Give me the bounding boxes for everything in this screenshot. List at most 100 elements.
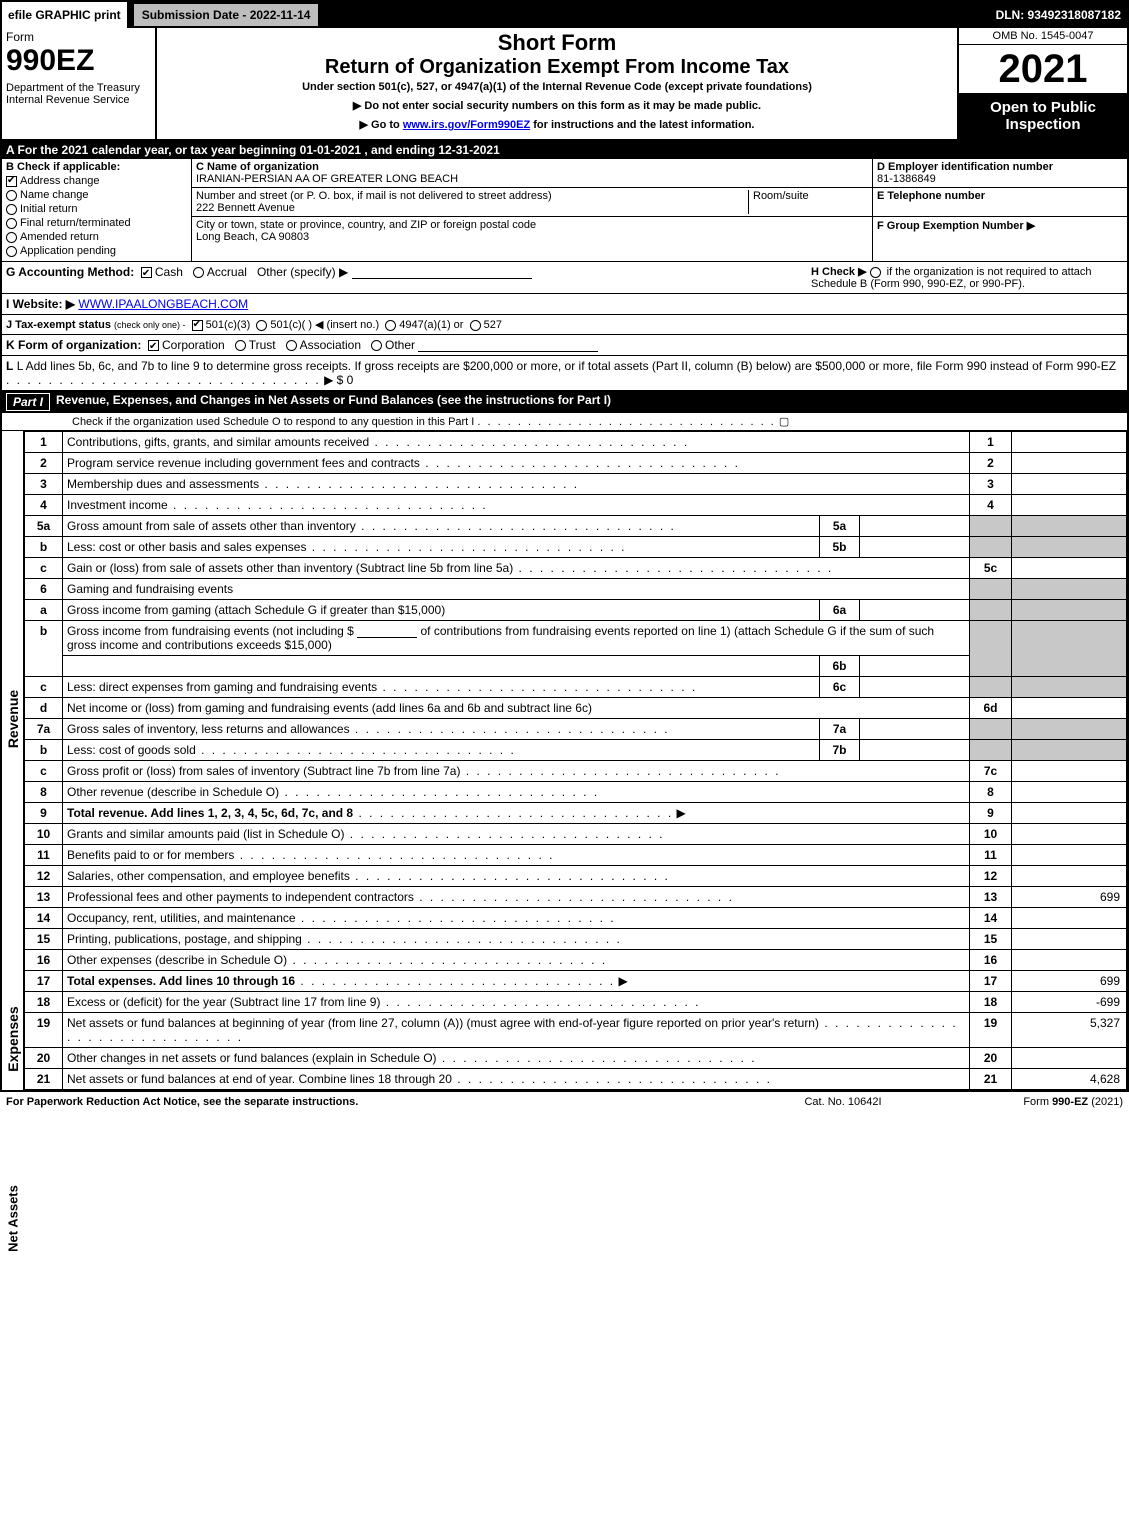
city-val: Long Beach, CA 90803 — [196, 231, 309, 243]
row-g: G Accounting Method: Cash Accrual Other … — [6, 265, 803, 279]
irs-link[interactable]: www.irs.gov/Form990EZ — [403, 119, 530, 131]
row-h: H Check ▶ if the organization is not req… — [803, 265, 1123, 290]
radio-icon — [6, 246, 17, 257]
radio-icon — [470, 320, 481, 331]
table-row: 11Benefits paid to or for members11 — [25, 845, 1127, 866]
omb-number: OMB No. 1545-0047 — [959, 28, 1127, 45]
table-row: cGain or (loss) from sale of assets othe… — [25, 558, 1127, 579]
table-row: bLess: cost or other basis and sales exp… — [25, 537, 1127, 558]
row-k: K Form of organization: Corporation Trus… — [2, 335, 1127, 356]
side-netassets: Net Assets — [5, 1185, 20, 1252]
table-row: 14Occupancy, rent, utilities, and mainte… — [25, 908, 1127, 929]
table-row: 7aGross sales of inventory, less returns… — [25, 719, 1127, 740]
table-row: 18Excess or (deficit) for the year (Subt… — [25, 992, 1127, 1013]
col-b: B Check if applicable: Address change Na… — [2, 159, 192, 261]
radio-icon — [371, 340, 382, 351]
table-row: 8Other revenue (describe in Schedule O)8 — [25, 782, 1127, 803]
open-to-public: Open to Public Inspection — [959, 93, 1127, 139]
radio-icon — [6, 204, 17, 215]
dln: DLN: 93492318087182 — [996, 8, 1127, 22]
part-number: Part I — [6, 393, 50, 411]
website-link[interactable]: WWW.IPAALONGBEACH.COM — [78, 297, 248, 311]
warning-goto: ▶ Go to www.irs.gov/Form990EZ for instru… — [163, 118, 951, 131]
table-row: 4Investment income4 — [25, 495, 1127, 516]
room-hdr: Room/suite — [753, 190, 809, 202]
radio-icon — [256, 320, 267, 331]
table-row: 6Gaming and fundraising events — [25, 579, 1127, 600]
other-org-field[interactable] — [418, 338, 598, 352]
block-b-through-f: B Check if applicable: Address change Na… — [2, 159, 1127, 262]
topbar: efile GRAPHIC print Submission Date - 20… — [2, 2, 1127, 28]
table-row: 19Net assets or fund balances at beginni… — [25, 1013, 1127, 1048]
dept-label: Department of the Treasury Internal Reve… — [6, 82, 151, 106]
table-row: 15Printing, publications, postage, and s… — [25, 929, 1127, 950]
chk-name-change[interactable]: Name change — [6, 189, 187, 201]
chk-final-return[interactable]: Final return/terminated — [6, 217, 187, 229]
checkbox-icon — [148, 340, 159, 351]
footer-right: Form 990-EZ (2021) — [943, 1096, 1123, 1108]
form-990ez-page: efile GRAPHIC print Submission Date - 20… — [0, 0, 1129, 1092]
row-l: L L Add lines 5b, 6c, and 7b to line 9 t… — [2, 356, 1127, 391]
col-d-e-f: D Employer identification number 81-1386… — [872, 159, 1127, 261]
radio-icon — [6, 232, 17, 243]
part-i-header: Part I Revenue, Expenses, and Changes in… — [2, 391, 1127, 413]
radio-icon[interactable] — [870, 267, 881, 278]
lines-container: 1Contributions, gifts, grants, and simil… — [24, 431, 1127, 1090]
checkbox-icon — [6, 176, 17, 187]
side-revenue: Revenue — [5, 690, 21, 748]
table-row: dNet income or (loss) from gaming and fu… — [25, 698, 1127, 719]
submission-date: Submission Date - 2022-11-14 — [133, 3, 320, 27]
table-row: 13Professional fees and other payments t… — [25, 887, 1127, 908]
radio-icon — [6, 190, 17, 201]
table-row: cGross profit or (loss) from sales of in… — [25, 761, 1127, 782]
b-header: B Check if applicable: — [6, 161, 187, 173]
title-undersection: Under section 501(c), 527, or 4947(a)(1)… — [163, 81, 951, 93]
chk-initial-return[interactable]: Initial return — [6, 203, 187, 215]
c-city-row: City or town, state or province, country… — [192, 217, 872, 245]
table-row: 5aGross amount from sale of assets other… — [25, 516, 1127, 537]
part-title: Revenue, Expenses, and Changes in Net As… — [56, 393, 1123, 411]
table-row: 21Net assets or fund balances at end of … — [25, 1069, 1127, 1090]
header-center: Short Form Return of Organization Exempt… — [157, 28, 957, 139]
chk-amended[interactable]: Amended return — [6, 231, 187, 243]
c-name-row: C Name of organization IRANIAN-PERSIAN A… — [192, 159, 872, 188]
table-row: 20Other changes in net assets or fund ba… — [25, 1048, 1127, 1069]
table-row: 10Grants and similar amounts paid (list … — [25, 824, 1127, 845]
side-labels: Revenue Expenses Net Assets — [2, 431, 24, 1090]
lines-table: 1Contributions, gifts, grants, and simil… — [24, 431, 1127, 1090]
chk-address-change[interactable]: Address change — [6, 175, 187, 187]
row-g-h: G Accounting Method: Cash Accrual Other … — [2, 262, 1127, 294]
page-footer: For Paperwork Reduction Act Notice, see … — [0, 1092, 1129, 1112]
footer-catno: Cat. No. 10642I — [743, 1096, 943, 1108]
c-addr-row: Number and street (or P. O. box, if mail… — [192, 188, 872, 217]
radio-icon — [235, 340, 246, 351]
table-row: 9Total revenue. Add lines 1, 2, 3, 4, 5c… — [25, 803, 1127, 824]
header-left: Form 990EZ Department of the Treasury In… — [2, 28, 157, 139]
side-expenses: Expenses — [5, 1006, 21, 1071]
table-row: 16Other expenses (describe in Schedule O… — [25, 950, 1127, 971]
checkbox-icon — [141, 267, 152, 278]
title-short-form: Short Form — [163, 30, 951, 56]
other-specify-field[interactable] — [352, 265, 532, 279]
table-row: 12Salaries, other compensation, and empl… — [25, 866, 1127, 887]
row-j: J Tax-exempt status (check only one) - 5… — [2, 315, 1127, 335]
e-phone: E Telephone number — [873, 188, 1127, 217]
title-return: Return of Organization Exempt From Incom… — [163, 56, 951, 79]
table-row: 6b — [25, 656, 1127, 677]
tax-year: 2021 — [959, 45, 1127, 93]
part-i-body: Revenue Expenses Net Assets 1Contributio… — [2, 431, 1127, 1090]
radio-icon — [6, 218, 17, 229]
col-c: C Name of organization IRANIAN-PERSIAN A… — [192, 159, 872, 261]
radio-icon — [286, 340, 297, 351]
f-group-exemption: F Group Exemption Number ▶ — [873, 217, 1127, 234]
row-i: I Website: ▶ WWW.IPAALONGBEACH.COM — [2, 294, 1127, 315]
form-number: 990EZ — [6, 44, 151, 78]
chk-application-pending[interactable]: Application pending — [6, 245, 187, 257]
table-row: cLess: direct expenses from gaming and f… — [25, 677, 1127, 698]
table-row: 17Total expenses. Add lines 10 through 1… — [25, 971, 1127, 992]
checkbox-icon — [192, 320, 203, 331]
form-label: Form — [6, 30, 151, 44]
goto-suffix: for instructions and the latest informat… — [533, 119, 754, 131]
table-row: aGross income from gaming (attach Schedu… — [25, 600, 1127, 621]
d-ein: D Employer identification number 81-1386… — [873, 159, 1127, 188]
